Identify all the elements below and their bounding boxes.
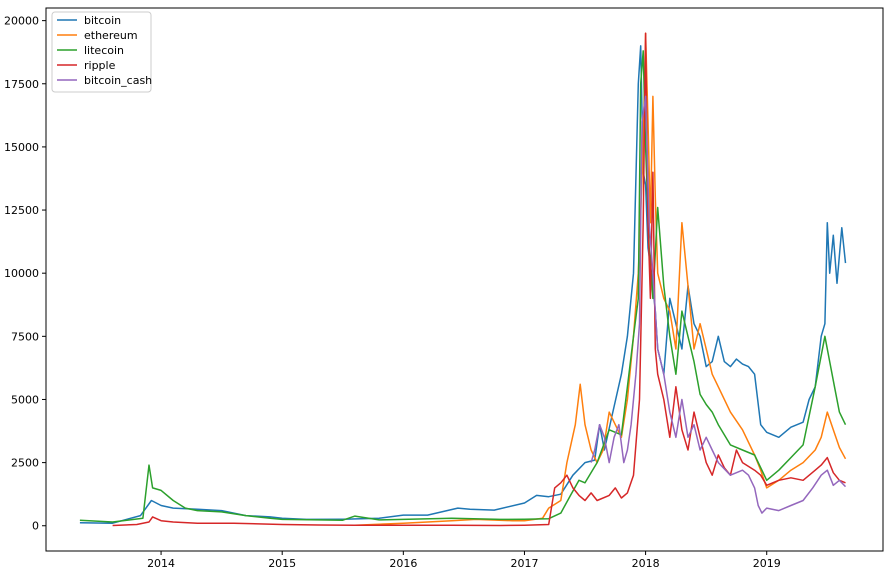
x-tick-label: 2014 bbox=[147, 557, 175, 570]
y-tick-label: 10000 bbox=[4, 267, 39, 280]
y-tick-label: 20000 bbox=[4, 15, 39, 28]
legend-label: bitcoin bbox=[84, 14, 121, 27]
legend-label: ethereum bbox=[84, 29, 138, 42]
legend-box bbox=[51, 11, 152, 93]
legend: bitcoin ethereum litecoin ripple bitcoin_cas… bbox=[51, 11, 152, 93]
y-tick-label: 2500 bbox=[11, 457, 39, 470]
y-tick-label: 7500 bbox=[11, 330, 39, 343]
y-tick-label: 15000 bbox=[4, 141, 39, 154]
series-line-ripple bbox=[112, 32, 846, 527]
plot-frame bbox=[45, 7, 884, 552]
y-tick-label: 17500 bbox=[4, 78, 39, 91]
series-line-ethereum bbox=[354, 32, 847, 526]
x-tick-label: 2019 bbox=[753, 557, 781, 570]
y-tick-label: 5000 bbox=[11, 393, 39, 406]
legend-label: litecoin bbox=[84, 44, 124, 57]
legend-label: ripple bbox=[84, 59, 116, 72]
y-tick-label: 0 bbox=[32, 520, 39, 533]
series-line-litecoin bbox=[79, 50, 847, 523]
x-tick-label: 2015 bbox=[268, 557, 296, 570]
x-tick-label: 2016 bbox=[389, 557, 417, 570]
y-axis: 0 2500 5000 7500 10000 12500 15000 17500 20000 bbox=[4, 15, 46, 533]
x-tick-label: 2018 bbox=[632, 557, 660, 570]
y-tick-label: 12500 bbox=[4, 204, 39, 217]
series-line-bitcoin-cash bbox=[590, 95, 847, 514]
series-line-bitcoin bbox=[79, 45, 847, 524]
legend-label: bitcoin_cash bbox=[84, 74, 152, 87]
x-axis: 2014 2015 2016 2017 2018 2019 bbox=[147, 551, 781, 570]
series-layer bbox=[79, 32, 847, 527]
x-tick-label: 2017 bbox=[510, 557, 538, 570]
